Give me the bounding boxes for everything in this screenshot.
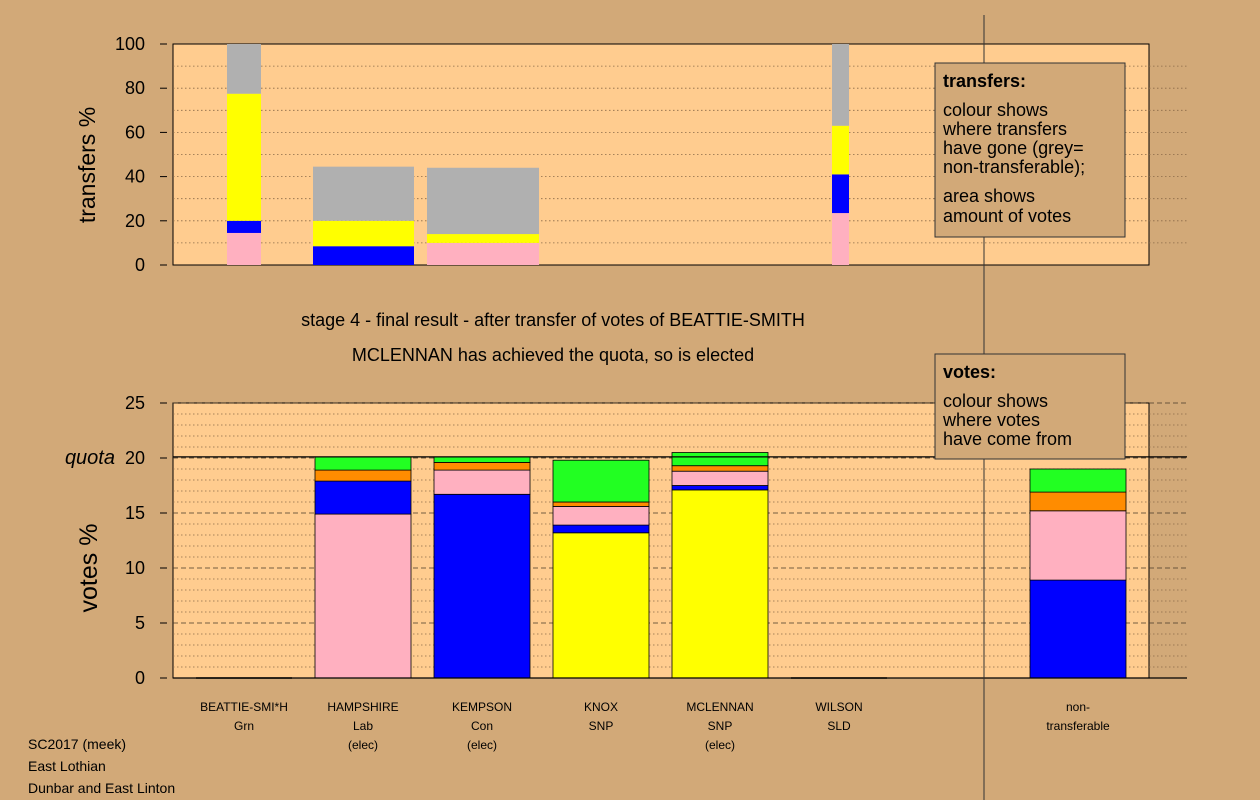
votes-legend-line: have come from [943,429,1072,449]
vote-segment-con [1029,579,1127,679]
y-tick-label: 15 [125,503,145,523]
vote-segment-grn [671,452,769,467]
footer-ward: Dunbar and East Linton [28,780,175,796]
candidate-party: SLD [827,719,851,733]
transfer-segment-con [313,246,414,265]
transfers-legend-line: have gone (grey= [943,138,1084,158]
vote-segment-snp [552,532,650,679]
candidate-party: SNP [708,719,733,733]
vote-segment-grn [314,456,412,471]
transfers-legend-title: transfers: [943,71,1026,91]
transfer-segment-snp [832,125,849,175]
y-tick-label: 25 [125,393,145,413]
candidate-name: BEATTIE-SMI*H [200,700,288,714]
transfer-segment-snp [427,234,539,243]
vote-segment-con [671,485,769,491]
y-tick-label: 0 [135,668,145,688]
votes-y-axis: 0 5 10 15 20 25 [125,393,167,688]
transfers-bars [227,44,849,265]
candidate-party: Grn [234,719,254,733]
vote-segment-lab [552,505,650,526]
elected-heading: MCLENNAN has achieved the quota, so is e… [352,345,754,365]
votes-legend-title: votes: [943,362,996,382]
candidate-labels: BEATTIE-SMI*H Grn HAMPSHIRE Lab (elec) KEMPSO… [200,700,1110,752]
transfers-legend-line: area shows [943,186,1035,206]
votes-legend: votes: colour shows where votes have com… [934,353,1126,460]
candidate-party: transferable [1046,719,1110,733]
vote-segment-grn [1029,468,1127,493]
transfers-y-axis-label: transfers % [74,107,100,223]
candidate-name: non- [1066,700,1090,714]
vote-segment-lab [433,469,531,495]
transfer-segment-lab [227,232,261,265]
candidate-name: MCLENNAN [686,700,753,714]
transfer-segment-snp [313,220,414,247]
votes-legend-box [934,353,1126,460]
y-tick-label: 0 [135,255,145,275]
vote-segment-sld [671,465,769,472]
candidate-name: HAMPSHIRE [327,700,398,714]
vote-segment-snp [671,489,769,679]
stage-heading: stage 4 - final result - after transfer … [301,310,805,330]
vote-segment-sld [552,501,650,507]
candidate-name: KNOX [584,700,618,714]
vote-segment-lab [671,470,769,486]
y-tick-label: 20 [125,211,145,231]
transfer-segment-nontransferable [832,44,849,126]
y-tick-label: 60 [125,122,145,142]
vote-segment-grn [433,456,531,463]
candidate-status: (elec) [467,738,497,752]
vote-segment-lab [314,513,412,679]
vote-segment-lab [1029,510,1127,581]
vote-segment-con [314,480,412,515]
candidate-party: Con [471,719,493,733]
transfers-legend-line: non-transferable); [943,157,1085,177]
candidate-party: Lab [353,719,373,733]
votes-y-axis-label: votes % [75,524,103,613]
vote-segment-con [552,524,650,534]
y-tick-label: 40 [125,167,145,187]
y-tick-label: 100 [115,34,145,54]
transfer-segment-snp [227,93,261,221]
vote-segment-sld [1029,491,1127,512]
transfers-y-axis: 0 20 40 60 80 100 [115,34,167,275]
candidate-status: (elec) [348,738,378,752]
transfer-segment-lab [832,213,849,265]
vote-segment-grn [552,459,650,503]
votes-legend-line: colour shows [943,391,1048,411]
transfers-legend: transfers: colour shows where transfers … [934,62,1126,238]
transfer-segment-con [832,174,849,214]
candidate-name: WILSON [815,700,862,714]
candidate-name: KEMPSON [452,700,512,714]
vote-segment-sld [314,469,412,482]
transfer-segment-lab [427,242,539,265]
transfers-legend-line: colour shows [943,100,1048,120]
vote-segment-con [433,493,531,679]
transfers-legend-box [934,62,1126,238]
votes-legend-line: where votes [942,410,1040,430]
transfer-segment-con [227,220,261,233]
y-tick-label: 80 [125,78,145,98]
transfers-legend-line: where transfers [942,119,1067,139]
transfers-legend-line: amount of votes [943,206,1071,226]
candidate-party: SNP [589,719,614,733]
y-tick-label: 5 [135,613,145,633]
votes-bars [196,452,1127,679]
footer-council: East Lothian [28,758,106,774]
footer-election: SC2017 (meek) [28,736,126,752]
y-tick-label: 10 [125,558,145,578]
transfer-segment-nontransferable [227,44,261,94]
transfer-segment-nontransferable [427,167,539,235]
quota-label: quota [65,447,115,469]
vote-segment-sld [433,461,531,471]
candidate-status: (elec) [705,738,735,752]
y-tick-label: 20 [125,448,145,468]
transfer-segment-nontransferable [313,166,414,221]
